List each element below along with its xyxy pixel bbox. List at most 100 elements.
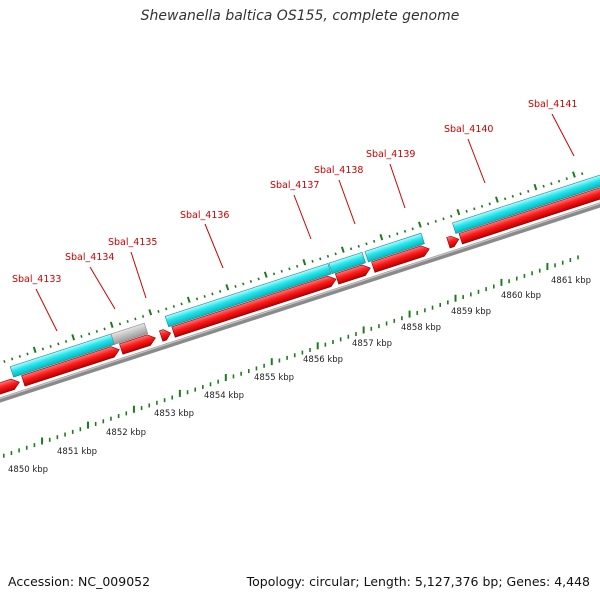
ruler-tick: [88, 332, 91, 336]
ruler-tick: [280, 269, 283, 273]
locus-label[interactable]: Sbal_4139: [366, 149, 415, 160]
ruler-tick: [326, 254, 330, 258]
ruler-tick: [581, 172, 584, 176]
locus-label[interactable]: Sbal_4140: [444, 124, 493, 135]
locus-label[interactable]: Sbal_4137: [270, 180, 319, 191]
ruler-tick: [203, 294, 206, 298]
ruler-tick: [456, 208, 461, 216]
gene-sbal-4136[interactable]: [164, 263, 332, 328]
ruler-tick: [103, 327, 106, 331]
ruler-tick: [225, 284, 230, 291]
ruler-tick: [442, 217, 445, 221]
cds-sbal-4136[interactable]: [171, 274, 338, 338]
cds-sbal-4140[interactable]: [458, 181, 600, 245]
scale-label: 4851 kbp: [57, 447, 97, 457]
scale-label: 4852 kbp: [106, 428, 146, 438]
ruler-tick: [411, 227, 414, 231]
ruler-tick: [49, 345, 52, 348]
ruler-tick: [41, 347, 45, 351]
sequence-backbone: [0, 202, 600, 403]
gene-sbal-4138[interactable]: [364, 232, 425, 263]
ruler-tick: [542, 184, 545, 188]
ruler-tick: [365, 242, 368, 246]
locus-leader-line: [35, 288, 58, 332]
gene-sbal-4134[interactable]: [110, 322, 149, 345]
ruler-tick: [141, 314, 145, 318]
cds-sbal-4135[interactable]: [159, 328, 172, 342]
cds-sbal-4134[interactable]: [119, 333, 157, 355]
ruler-tick: [450, 214, 453, 218]
ruler-tick: [80, 335, 83, 338]
locus-leader-line: [389, 163, 406, 209]
ruler-tick: [302, 259, 307, 266]
ruler-tick: [473, 207, 476, 211]
cds-sbal-4137[interactable]: [334, 263, 372, 285]
ruler-tick: [211, 292, 214, 296]
locus-leader-line: [293, 194, 312, 240]
ruler-tick: [242, 282, 245, 286]
ruler-tick: [465, 209, 468, 213]
locus-leader-line: [89, 266, 116, 310]
ruler-tick: [379, 233, 384, 241]
cds-sbal-4133[interactable]: [21, 344, 121, 387]
ruler-tick: [263, 271, 268, 278]
ruler-tick: [172, 304, 176, 308]
ruler-tick: [403, 229, 407, 233]
ruler-tick: [288, 267, 291, 271]
ruler-tick: [388, 234, 391, 238]
ruler-tick: [557, 179, 561, 183]
ruler-tick: [488, 202, 491, 206]
ruler-tick: [396, 232, 399, 236]
ruler-tick: [234, 284, 237, 288]
cds-sbal-4138[interactable]: [371, 244, 432, 273]
cds-sbal-4132[interactable]: [0, 377, 21, 399]
ruler-tick: [340, 246, 345, 253]
ruler-tick: [134, 317, 137, 321]
ruler-tick: [257, 277, 260, 281]
scale-label: 4856 kbp: [303, 355, 343, 365]
locus-label[interactable]: Sbal_4141: [528, 99, 577, 110]
locus-leader-line: [204, 223, 224, 269]
ruler-tick: [57, 342, 60, 346]
ruler-tick: [565, 177, 568, 181]
ruler-tick: [357, 244, 360, 248]
scale-label: 4861 kbp: [551, 276, 591, 286]
scale-label: 4857 kbp: [352, 339, 392, 349]
locus-leader-line: [467, 138, 486, 184]
ruler-tick: [218, 289, 222, 293]
ruler-tick: [349, 247, 353, 251]
ruler-tick: [373, 239, 376, 243]
scale-label: 4854 kbp: [204, 391, 244, 401]
ruler-tick: [180, 302, 183, 306]
scale-label: 4860 kbp: [501, 291, 541, 301]
ruler-tick: [417, 221, 422, 228]
ruler-tick: [334, 252, 337, 256]
gene-sbal-4140[interactable]: [452, 170, 600, 234]
scale-label: 4855 kbp: [254, 373, 294, 383]
ruler-tick: [95, 330, 99, 333]
genome-summary: Topology: circular; Length: 5,127,376 bp…: [246, 574, 590, 589]
ruler-tick: [519, 192, 522, 196]
gene-sbal-4137[interactable]: [328, 251, 366, 275]
locus-leader-line: [338, 179, 356, 225]
ruler-tick: [480, 204, 484, 208]
ruler-tick: [109, 321, 114, 328]
ruler-tick: [434, 219, 437, 223]
ruler-tick: [195, 297, 199, 301]
locus-label[interactable]: Sbal_4135: [108, 237, 157, 248]
ruler-tick: [550, 182, 553, 186]
locus-label[interactable]: Sbal_4136: [180, 210, 229, 221]
locus-label[interactable]: Sbal_4133: [12, 274, 61, 285]
cds-sbal-4139[interactable]: [446, 234, 461, 249]
locus-label[interactable]: Sbal_4134: [65, 252, 114, 263]
ruler-tick: [26, 352, 29, 356]
ruler-tick: [71, 334, 76, 341]
map-title: Shewanella baltica OS155, complete genom…: [140, 8, 460, 24]
locus-label[interactable]: Sbal_4138: [314, 165, 363, 176]
locus-leader-line: [130, 251, 147, 299]
ruler-tick: [272, 272, 276, 276]
ruler-tick: [3, 360, 6, 363]
ruler-tick: [148, 309, 153, 316]
ruler-tick: [572, 171, 576, 178]
